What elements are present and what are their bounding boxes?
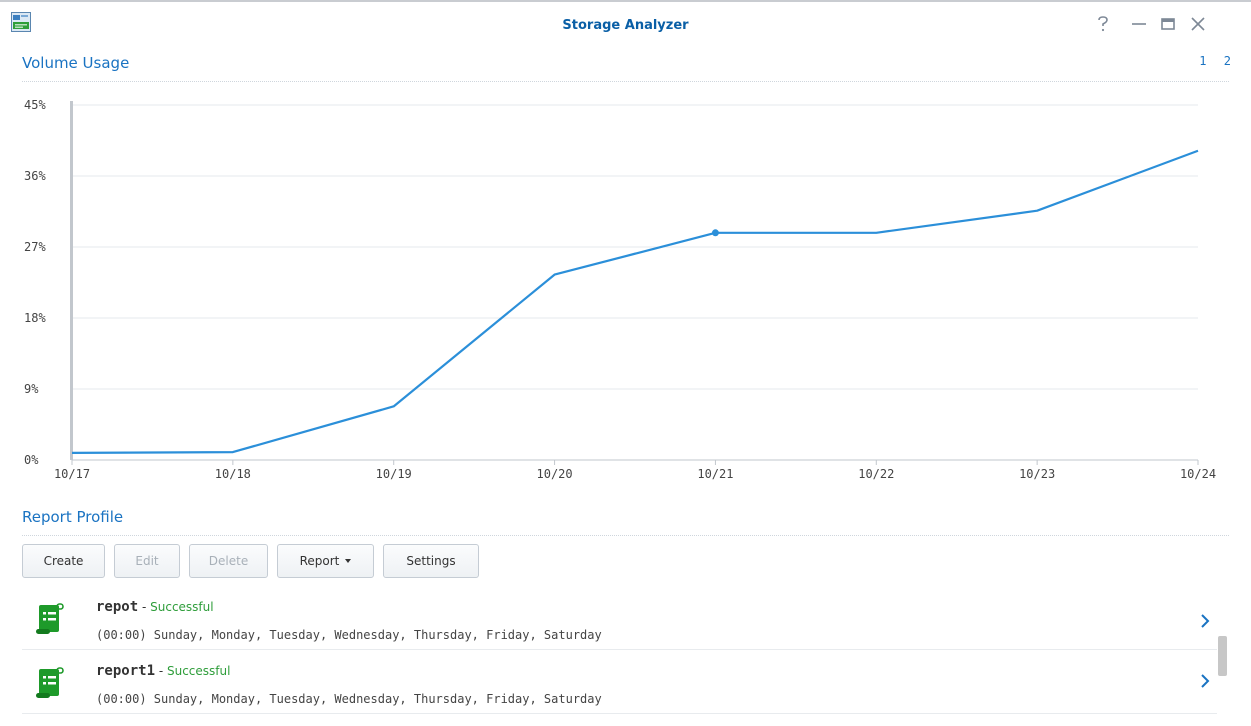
x-tick-label: 10/18 bbox=[215, 467, 251, 481]
y-tick-label: 9% bbox=[24, 382, 39, 396]
y-axis-line bbox=[70, 101, 73, 460]
name-separator: - bbox=[155, 664, 167, 678]
name-separator: - bbox=[138, 600, 151, 614]
page-selector: 1 2 bbox=[1189, 54, 1231, 68]
close-icon[interactable] bbox=[1187, 13, 1209, 35]
usage-series-line bbox=[71, 149, 1199, 454]
report-scroll-icon bbox=[36, 603, 64, 635]
chevron-right-icon[interactable] bbox=[1198, 612, 1212, 630]
y-axis-ticks: 0% 9% 18% 27% 36% 45% bbox=[24, 98, 46, 467]
report-name-text: repot bbox=[96, 599, 139, 615]
data-point-highlight bbox=[711, 229, 719, 237]
report-name: repot - Successful bbox=[96, 599, 214, 615]
create-button[interactable]: Create bbox=[22, 544, 105, 578]
report-schedule: (00:00) Sunday, Monday, Tuesday, Wednesd… bbox=[96, 628, 602, 642]
y-tick-label: 0% bbox=[24, 453, 39, 467]
y-tick-label: 18% bbox=[24, 311, 46, 325]
report-scroll-icon bbox=[36, 667, 64, 699]
chart-grid bbox=[72, 104, 1198, 390]
report-profile-divider bbox=[22, 535, 1229, 536]
volume-usage-chart: 0%9%18%27%36%45% 10/17 10/18 10/19 10/20 10/… bbox=[24, 98, 1216, 481]
x-tick-label: 10/20 bbox=[537, 467, 573, 481]
help-icon[interactable] bbox=[1092, 13, 1114, 35]
series-group bbox=[71, 149, 1199, 454]
x-tick-label: 10/22 bbox=[858, 467, 894, 481]
storage-analyzer-app-icon bbox=[11, 12, 31, 32]
volume-usage-title: Volume Usage bbox=[22, 54, 130, 72]
window-title: Storage Analyzer bbox=[562, 18, 689, 33]
delete-button[interactable]: Delete bbox=[189, 544, 268, 578]
volume-usage-divider bbox=[22, 81, 1229, 82]
x-axis-ticks: 10/17 10/18 10/19 10/20 10/21 10/22 10/23 10/24 bbox=[54, 460, 1216, 481]
report-name: report1 - Successful bbox=[96, 663, 230, 679]
list-scrollbar[interactable] bbox=[1218, 636, 1227, 676]
status-text: Successful bbox=[166, 664, 231, 678]
x-tick-label: 10/24 bbox=[1180, 467, 1216, 481]
page-2-link[interactable]: 2 bbox=[1223, 54, 1231, 68]
report-profile-title: Report Profile bbox=[22, 508, 124, 526]
maximize-icon[interactable] bbox=[1157, 13, 1179, 35]
report-schedule: (00:00) Sunday, Monday, Tuesday, Wednesd… bbox=[96, 692, 602, 706]
x-tick-label: 10/19 bbox=[376, 467, 412, 481]
x-tick-label: 10/21 bbox=[697, 467, 733, 481]
edit-button[interactable]: Edit bbox=[114, 544, 180, 578]
y-tick-label: 27% bbox=[24, 240, 46, 254]
minimize-icon[interactable] bbox=[1128, 13, 1150, 35]
settings-button[interactable]: Settings bbox=[383, 544, 479, 578]
title-bar: Storage Analyzer bbox=[0, 0, 1251, 42]
page-1-link[interactable]: 1 bbox=[1199, 54, 1207, 68]
report-name-text: report1 bbox=[96, 663, 156, 679]
report-row-report1[interactable]: report1 - Successful (00:00) Sunday, Mon… bbox=[22, 654, 1217, 714]
caret-down-icon bbox=[345, 558, 352, 563]
x-tick-label: 10/17 bbox=[54, 467, 90, 481]
status-text: Successful bbox=[150, 600, 214, 614]
report-dropdown-button[interactable]: Report bbox=[277, 544, 374, 578]
report-button-label: Report bbox=[299, 554, 340, 568]
report-row-repot[interactable]: repot - Successful (00:00) Sunday, Monda… bbox=[22, 590, 1217, 650]
x-tick-label: 10/23 bbox=[1019, 467, 1055, 481]
y-tick-label: 45% bbox=[24, 98, 46, 112]
y-tick-label: 36% bbox=[24, 169, 46, 183]
chevron-right-icon[interactable] bbox=[1198, 672, 1212, 690]
